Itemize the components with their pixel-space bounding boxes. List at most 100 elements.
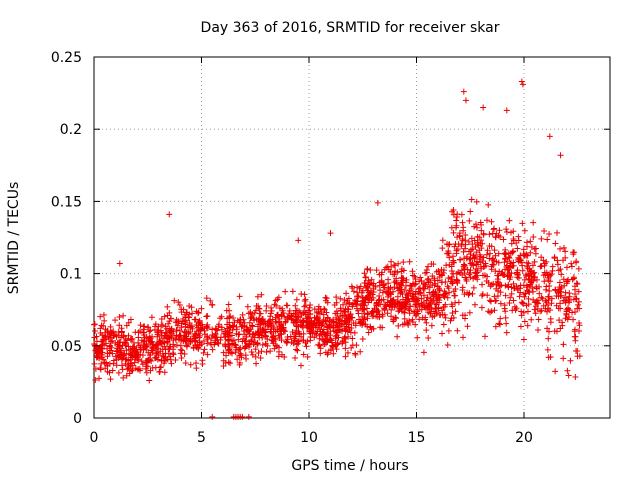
data-point [270,340,277,347]
data-point [342,339,349,346]
data-point [560,297,567,304]
data-point [547,278,554,285]
y-tick-label: 0 [73,411,82,427]
data-point [399,321,406,328]
data-point [248,336,255,343]
data-point [503,329,510,336]
y-tick-label: 0.2 [60,122,82,138]
data-point [251,317,258,324]
data-point [241,319,248,326]
data-point [165,320,172,327]
data-point [281,313,288,320]
data-point [540,257,547,264]
data-point [323,295,330,302]
data-point [300,330,307,337]
data-point [127,316,134,323]
data-point [565,296,572,303]
data-point [279,351,286,358]
data-point [271,301,278,308]
data-point [480,230,487,237]
data-point [492,323,499,330]
data-point [573,295,580,302]
data-point [434,283,441,290]
data-point [313,309,320,316]
data-point [109,337,116,344]
data-point [252,307,259,314]
data-point [342,353,349,360]
data-point [267,310,274,317]
data-point [366,289,373,296]
data-point [97,313,104,320]
data-point [538,307,545,314]
data-point [552,368,559,375]
data-point [520,291,527,298]
data-point [556,317,563,324]
data-point [107,323,114,330]
data-point [353,301,360,308]
data-point [436,294,443,301]
data-point [394,285,401,292]
data-point [352,351,359,358]
data-point [362,274,369,281]
data-point [334,322,341,329]
data-point [118,362,125,369]
data-point [495,259,502,266]
data-point [333,294,340,301]
data-point [212,337,219,344]
data-point [440,291,447,298]
data-point [572,296,579,303]
data-point [107,347,114,354]
data-point [449,309,456,316]
data-point [528,244,535,251]
data-point [557,300,564,307]
data-point [497,283,504,290]
data-point [283,338,290,345]
data-point [118,329,125,336]
data-point [462,231,469,238]
data-point [543,286,550,293]
data-point [417,284,424,291]
data-point [163,338,170,345]
data-point [560,355,567,362]
data-point [93,350,100,357]
data-point [100,311,107,318]
data-point [508,240,515,247]
data-point [476,251,483,258]
data-point [352,297,359,304]
y-axis-label: SRMTID / TECUs [6,182,22,295]
data-point [234,356,241,363]
data-point [91,334,98,341]
data-point [513,240,520,247]
data-point [280,309,287,316]
data-point [496,268,503,275]
data-point [571,249,578,256]
data-point [525,272,532,279]
data-point [546,133,553,140]
data-point [230,323,237,330]
data-point [364,295,371,302]
data-point [531,269,538,276]
data-point [519,300,526,307]
data-point [361,270,368,277]
data-point [523,252,530,259]
data-point [233,324,240,331]
data-point [342,345,349,352]
data-point [143,357,150,364]
data-point [479,291,486,298]
data-point [552,287,559,294]
data-point [521,293,528,300]
data-point [491,307,498,314]
data-point [92,328,99,335]
data-point [570,316,577,323]
data-point [175,299,182,306]
data-point [499,270,506,277]
data-point [431,300,438,307]
data-point [536,290,543,297]
data-point [268,307,275,314]
data-point [376,314,383,321]
data-point [412,276,419,283]
data-point [355,310,362,317]
data-point [530,277,537,284]
data-point [447,278,454,285]
